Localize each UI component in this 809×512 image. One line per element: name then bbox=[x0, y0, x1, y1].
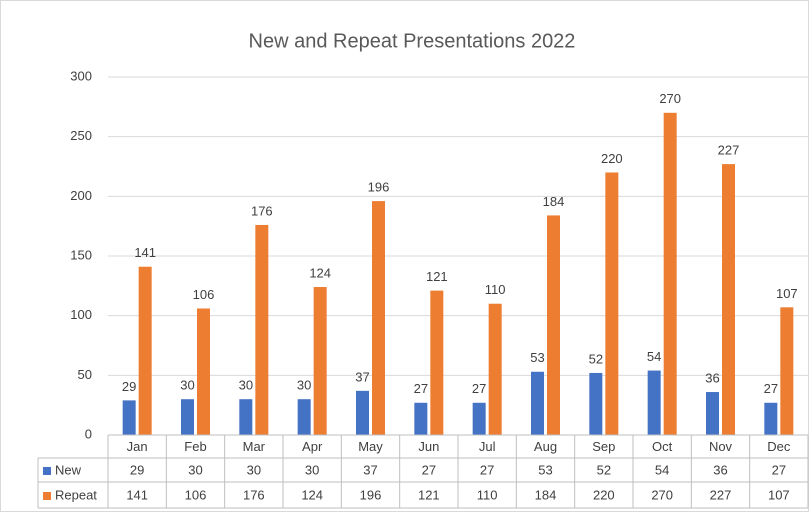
data-label: 29 bbox=[122, 379, 136, 394]
data-label: 36 bbox=[705, 370, 719, 385]
data-label: 27 bbox=[764, 381, 778, 396]
table-cell: 270 bbox=[651, 487, 673, 502]
table-cell: 220 bbox=[593, 487, 615, 502]
y-tick-label: 100 bbox=[70, 307, 92, 322]
table-cell: 106 bbox=[185, 487, 207, 502]
table-cell: 227 bbox=[710, 487, 732, 502]
bar bbox=[197, 308, 210, 435]
table-cell: 29 bbox=[130, 462, 144, 477]
bar bbox=[297, 399, 311, 435]
legend-key bbox=[43, 467, 51, 475]
table-cell: 141 bbox=[126, 487, 148, 502]
data-label: 27 bbox=[472, 381, 486, 396]
x-tick-label: Dec bbox=[767, 439, 791, 454]
x-tick-label: Jan bbox=[127, 439, 148, 454]
x-tick-label: Sep bbox=[592, 439, 615, 454]
bar bbox=[414, 402, 428, 435]
bar bbox=[138, 266, 152, 435]
y-tick-label: 150 bbox=[70, 247, 92, 262]
table-cell: 37 bbox=[363, 462, 377, 477]
table-cell: 110 bbox=[477, 487, 498, 502]
bar bbox=[663, 112, 677, 436]
y-tick-label: 200 bbox=[70, 188, 92, 203]
data-label: 27 bbox=[414, 381, 428, 396]
data-label: 227 bbox=[718, 143, 740, 158]
data-label: 30 bbox=[297, 378, 311, 393]
table-cell: 53 bbox=[538, 462, 552, 477]
legend-label: Repeat bbox=[55, 487, 97, 502]
bar bbox=[181, 399, 194, 435]
table-cell: 176 bbox=[243, 487, 265, 502]
bar bbox=[372, 201, 385, 435]
table-cell: 30 bbox=[247, 462, 261, 477]
table-cell: 27 bbox=[480, 462, 494, 477]
bar bbox=[356, 390, 369, 435]
y-tick-label: 300 bbox=[70, 68, 92, 83]
data-label: 184 bbox=[543, 194, 565, 209]
table-cell: 27 bbox=[772, 462, 786, 477]
data-label: 196 bbox=[368, 180, 390, 195]
table-cell: 124 bbox=[301, 487, 323, 502]
bar bbox=[255, 224, 269, 435]
table-cell: 54 bbox=[655, 462, 669, 477]
data-label: 270 bbox=[659, 91, 681, 106]
data-label: 52 bbox=[589, 351, 603, 366]
data-label: 110 bbox=[485, 282, 506, 297]
x-tick-label: Nov bbox=[709, 439, 733, 454]
data-label: 124 bbox=[309, 265, 331, 280]
y-tick-label: 50 bbox=[78, 367, 92, 382]
bar bbox=[472, 402, 486, 435]
y-tick-label: 0 bbox=[85, 426, 92, 441]
table-cell: 196 bbox=[360, 487, 382, 502]
table-cell: 184 bbox=[535, 487, 557, 502]
bar bbox=[722, 164, 735, 435]
table-cell: 52 bbox=[597, 462, 611, 477]
bar bbox=[764, 402, 778, 435]
data-label: 176 bbox=[251, 203, 273, 218]
table-cell: 30 bbox=[188, 462, 202, 477]
table-cell: 36 bbox=[713, 462, 727, 477]
x-tick-label: Oct bbox=[652, 439, 673, 454]
data-label: 30 bbox=[180, 378, 194, 393]
y-tick-label: 250 bbox=[70, 128, 92, 143]
data-label: 37 bbox=[355, 369, 369, 384]
x-tick-label: Feb bbox=[184, 439, 206, 454]
bar bbox=[780, 307, 794, 435]
table-cell: 27 bbox=[422, 462, 436, 477]
bar bbox=[122, 400, 136, 435]
bar bbox=[313, 287, 327, 435]
bar bbox=[488, 303, 502, 435]
data-label: 53 bbox=[530, 350, 544, 365]
bar bbox=[605, 172, 619, 435]
table-cell: 107 bbox=[768, 487, 790, 502]
data-label: 121 bbox=[426, 269, 448, 284]
bar bbox=[647, 370, 661, 435]
legend-label: New bbox=[55, 462, 82, 477]
bar bbox=[430, 290, 444, 435]
chart-title: New and Repeat Presentations 2022 bbox=[249, 30, 576, 52]
data-label: 106 bbox=[193, 287, 215, 302]
data-label: 30 bbox=[239, 378, 253, 393]
x-tick-label: Jun bbox=[418, 439, 439, 454]
table-cell: 30 bbox=[305, 462, 319, 477]
bar bbox=[706, 392, 719, 435]
bar bbox=[531, 371, 544, 435]
x-tick-label: May bbox=[358, 439, 383, 454]
bar bbox=[589, 372, 603, 435]
data-label: 141 bbox=[134, 245, 156, 260]
legend-key bbox=[43, 492, 51, 500]
x-tick-label: Aug bbox=[534, 439, 557, 454]
table-cell: 121 bbox=[418, 487, 440, 502]
bar bbox=[239, 399, 253, 435]
x-tick-label: Apr bbox=[302, 439, 323, 454]
x-tick-label: Mar bbox=[243, 439, 266, 454]
data-label: 107 bbox=[776, 286, 798, 301]
data-label: 54 bbox=[647, 349, 661, 364]
x-tick-label: Jul bbox=[479, 439, 496, 454]
bar bbox=[547, 215, 560, 435]
data-label: 220 bbox=[601, 151, 623, 166]
